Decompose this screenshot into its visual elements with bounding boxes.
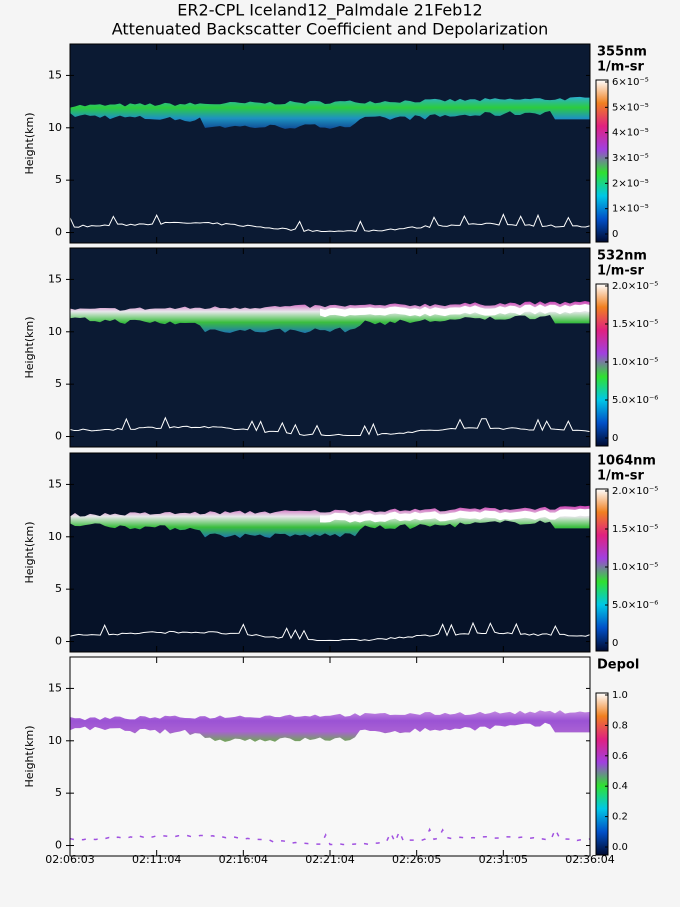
y-tick-label: 5 <box>55 377 62 390</box>
y-tick-label: 5 <box>55 786 62 799</box>
colorbar-tick-label: 0.2 <box>612 812 628 823</box>
colorbar-tick-label: 4×10⁻⁵ <box>612 128 649 139</box>
colorbar-tick-label: 1.0×10⁻⁵ <box>612 357 658 368</box>
title-line-1: ER2-CPL Iceland12_Palmdale 21Feb12 <box>177 1 482 21</box>
colorbar-label: 532nm <box>597 249 647 264</box>
cloud-layer-texture <box>70 96 590 129</box>
colorbar-tick-label: 5.0×10⁻⁶ <box>612 395 658 406</box>
y-tick-label: 5 <box>55 173 62 186</box>
x-tick-label: 02:11:04 <box>132 853 181 866</box>
colorbar <box>595 283 609 447</box>
surface-return-texture <box>69 827 591 846</box>
x-tick-label: 02:16:04 <box>219 853 268 866</box>
y-tick-label: 10 <box>48 325 62 338</box>
colorbar-tick-label: 5.0×10⁻⁶ <box>612 600 658 611</box>
y-tick-label: 5 <box>55 582 62 595</box>
colorbar-label: 355nm <box>597 45 647 60</box>
colorbar-tick-label: 0.6 <box>612 751 628 762</box>
panel-background <box>70 44 590 243</box>
colorbar-tick-label: 5×10⁻⁵ <box>612 102 649 113</box>
y-tick-label: 0 <box>55 430 62 443</box>
colorbar <box>595 488 609 652</box>
panel-background <box>70 248 590 447</box>
x-tick-label: 02:06:03 <box>45 853 94 866</box>
colorbar-tick-label: 2×10⁻⁵ <box>612 178 649 189</box>
colorbar-tick-label: 1.5×10⁻⁵ <box>612 319 658 330</box>
colorbar-tick-label: 6×10⁻⁵ <box>612 77 649 88</box>
y-tick-label: 15 <box>48 477 62 490</box>
colorbar <box>595 79 609 243</box>
surface-return-texture <box>69 621 591 641</box>
x-tick-label: 02:21:04 <box>305 853 354 866</box>
y-tick-label: 15 <box>48 681 62 694</box>
y-axis-label: Height(km) <box>23 725 36 787</box>
colorbar-label: 1/m-sr <box>597 60 644 75</box>
colorbar-tick-label: 0.0 <box>612 842 628 853</box>
colorbar-tick-label: 1.5×10⁻⁵ <box>612 524 658 535</box>
y-tick-label: 15 <box>48 68 62 81</box>
y-axis-label: Height(km) <box>23 316 36 378</box>
colorbar-label: Depol <box>597 658 639 673</box>
y-tick-label: 10 <box>48 734 62 747</box>
colorbar-tick-label: 0 <box>612 433 618 444</box>
panel-background <box>70 657 590 856</box>
cloud-core-texture <box>320 508 590 523</box>
y-tick-label: 0 <box>55 839 62 852</box>
colorbar-tick-label: 1.0×10⁻⁵ <box>612 562 658 573</box>
x-tick-label: 02:26:05 <box>392 853 441 866</box>
colorbar-tick-label: 1×10⁻⁵ <box>612 204 649 215</box>
y-tick-label: 0 <box>55 226 62 239</box>
y-axis-label: Height(km) <box>23 112 36 174</box>
title-line-2: Attenuated Backscatter Coefficient and D… <box>112 20 549 39</box>
colorbar-tick-label: 2.0×10⁻⁵ <box>612 486 658 497</box>
colorbar-tick-label: 0 <box>612 638 618 649</box>
colorbar-tick-label: 0 <box>612 229 618 240</box>
y-axis-label: Height(km) <box>23 521 36 583</box>
cloud-layer-texture <box>70 710 590 742</box>
y-tick-label: 0 <box>55 635 62 648</box>
x-tick-label: 02:36:04 <box>565 853 614 866</box>
colorbar-tick-label: 0.4 <box>612 781 628 792</box>
panel-background <box>70 453 590 652</box>
colorbar <box>595 692 609 856</box>
surface-return-texture <box>69 213 591 233</box>
y-tick-label: 10 <box>48 530 62 543</box>
colorbar-label: 1064nm <box>597 454 656 469</box>
colorbar-label: 1/m-sr <box>597 469 644 484</box>
x-tick-label: 02:31:05 <box>479 853 528 866</box>
y-tick-label: 10 <box>48 121 62 134</box>
colorbar-tick-label: 1.0 <box>612 690 628 701</box>
cloud-core-texture <box>320 303 590 318</box>
surface-return-texture <box>69 416 591 436</box>
colorbar-tick-label: 0.8 <box>612 720 628 731</box>
colorbar-label: 1/m-sr <box>597 264 644 279</box>
colorbar-tick-label: 3×10⁻⁵ <box>612 153 649 164</box>
y-tick-label: 15 <box>48 272 62 285</box>
colorbar-tick-label: 2.0×10⁻⁵ <box>612 281 658 292</box>
